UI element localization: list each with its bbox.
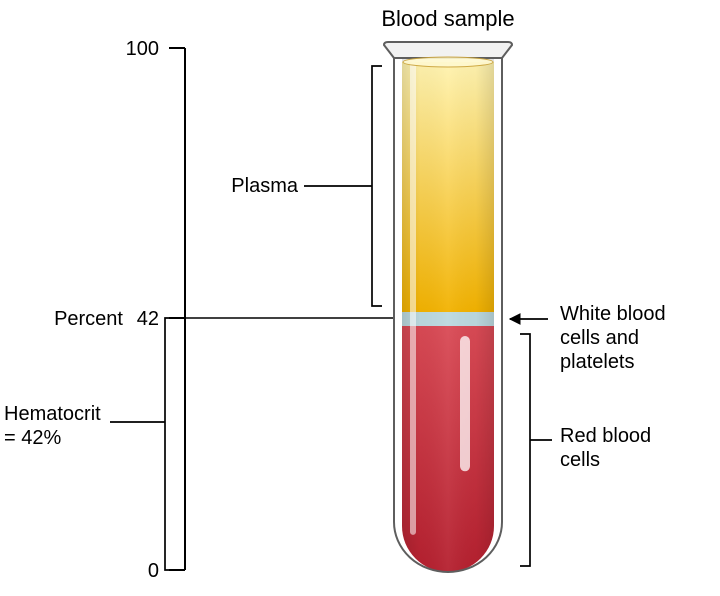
- axis-label-percent: Percent: [54, 308, 123, 330]
- axis-tick-0-label: 0: [148, 560, 159, 582]
- plasma-surface: [403, 57, 493, 67]
- hematocrit-label-1: Hematocrit: [4, 403, 101, 425]
- tube-highlight-right: [460, 336, 470, 471]
- rbc-label-1: Red blood: [560, 425, 651, 447]
- tube-contents: [402, 58, 494, 572]
- plasma-label: Plasma: [231, 175, 299, 197]
- rbc-label-2: cells: [560, 449, 600, 471]
- diagram-title: Blood sample: [381, 6, 514, 31]
- axis-tick-42-label: 42: [137, 308, 159, 330]
- buffy-label-3: platelets: [560, 351, 635, 373]
- plasma-bracket: [372, 66, 382, 306]
- axis-tick-100-label: 100: [126, 38, 159, 60]
- hematocrit-bracket: [165, 318, 175, 570]
- rbc-bracket: [520, 334, 530, 566]
- buffy-label-1: White blood: [560, 303, 666, 325]
- hematocrit-label-2: = 42%: [4, 427, 61, 449]
- buffy-label-2: cells and: [560, 327, 639, 349]
- tube-lip: [384, 42, 512, 58]
- tube-highlight-left: [410, 62, 416, 535]
